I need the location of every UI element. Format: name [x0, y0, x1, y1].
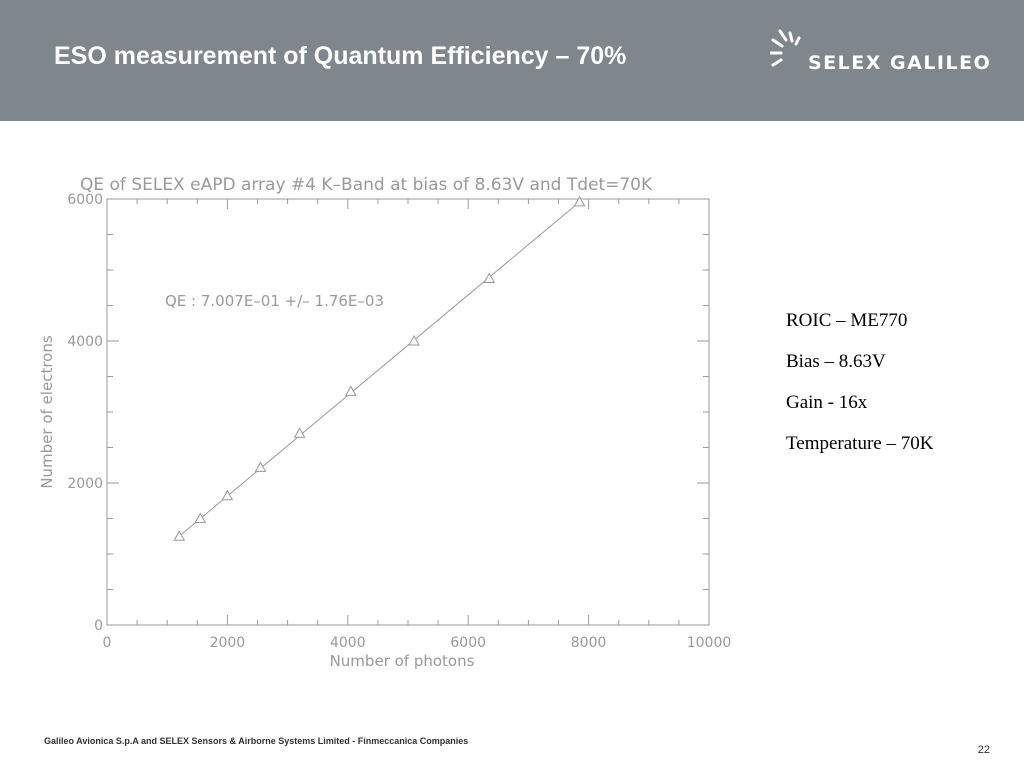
x-tick-label: 10000 — [687, 635, 732, 651]
test-conditions: ROIC – ME770 Bias – 8.63V Gain - 16x Tem… — [786, 310, 933, 474]
note-roic: ROIC – ME770 — [786, 310, 908, 331]
slide-title: ESO measurement of Quantum Efficiency – … — [54, 42, 627, 70]
x-tick-label: 6000 — [450, 635, 486, 651]
y-axis-label: Number of electrons — [38, 335, 56, 489]
plot-frame — [106, 198, 710, 626]
x-axis-label: Number of photons — [330, 652, 475, 670]
data-point-marker — [173, 530, 186, 541]
starburst-icon — [769, 29, 801, 67]
note-temperature: Temperature – 70K — [786, 433, 934, 454]
y-tick-label: 2000 — [67, 476, 103, 492]
chart-title: QE of SELEX eAPD array #4 K–Band at bias… — [80, 175, 653, 195]
x-tick-label: 4000 — [330, 635, 366, 651]
data-point-marker — [221, 489, 234, 501]
y-tick-label: 0 — [94, 618, 103, 634]
x-tick-labels: 0 2000 4000 6000 8000 10000 — [103, 635, 732, 651]
axis-ticks — [106, 198, 710, 626]
y-tick-label: 4000 — [67, 334, 103, 350]
data-point-marker — [573, 195, 586, 207]
qe-chart: QE of SELEX eAPD array #4 K–Band at bias… — [38, 175, 732, 670]
data-point-marker — [254, 461, 267, 472]
page-number: 22 — [977, 744, 990, 756]
header-banner: ESO measurement of Quantum Efficiency – … — [0, 0, 1024, 121]
x-tick-label: 0 — [103, 635, 112, 651]
logo-wordmark: SELEX GALILEO — [808, 52, 992, 74]
selex-galileo-logo: SELEX GALILEO — [769, 28, 1015, 80]
x-tick-label: 8000 — [571, 635, 607, 651]
data-point-marker — [408, 334, 420, 346]
footer-text: Galileo Avionica S.p.A and SELEX Sensors… — [44, 736, 469, 746]
data-point-marker — [194, 512, 207, 523]
y-tick-label: 6000 — [67, 192, 103, 208]
qe-annotation: QE : 7.007E–01 +/– 1.76E–03 — [165, 292, 384, 310]
y-tick-labels: 0 2000 4000 6000 — [67, 192, 103, 634]
fit-line — [178, 201, 580, 537]
data-point-marker — [293, 427, 306, 438]
note-gain: Gain - 16x — [786, 392, 868, 413]
note-bias: Bias – 8.63V — [786, 351, 886, 372]
x-tick-label: 2000 — [210, 635, 246, 651]
data-point-marker — [483, 272, 496, 284]
data-point-marker — [344, 385, 357, 396]
data-markers — [173, 195, 586, 541]
